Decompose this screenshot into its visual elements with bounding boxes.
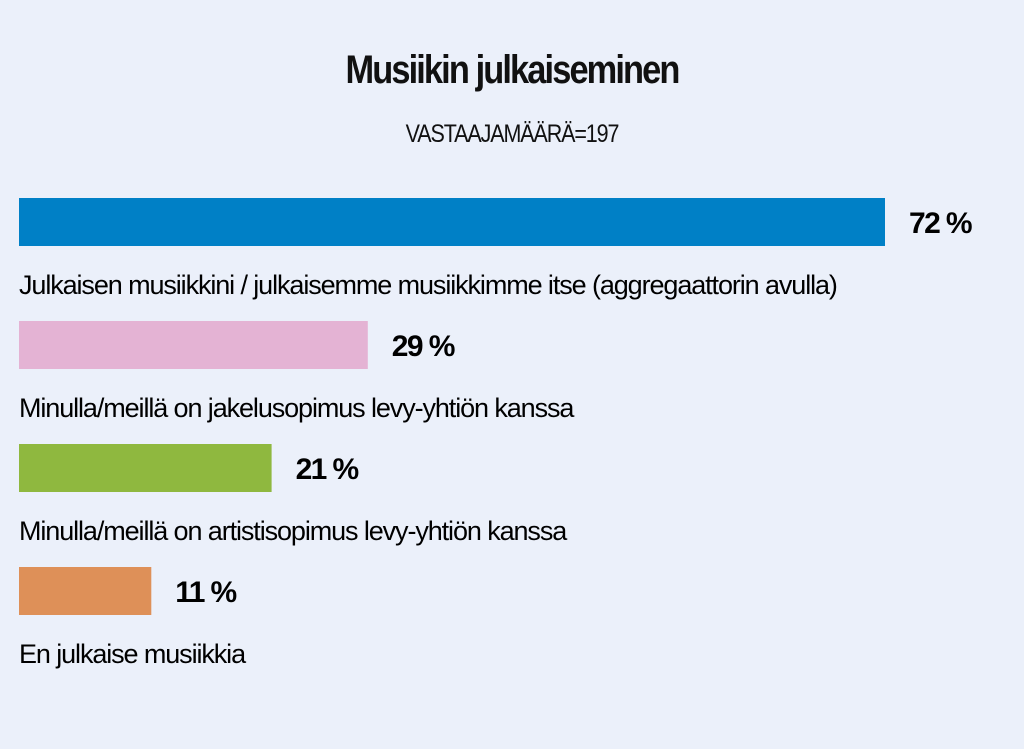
chart-subtitle: VASTAAJAMÄÄRÄ=197 xyxy=(405,120,620,148)
bar-4 xyxy=(19,567,152,615)
category-label-4: En julkaise musiikkia xyxy=(19,639,247,669)
bar-3 xyxy=(19,444,272,492)
chart-title: Musiikin julkaiseminen xyxy=(345,48,680,92)
value-label-3: 21 % xyxy=(296,453,359,486)
bar-2 xyxy=(19,321,368,369)
category-label-2: Minulla/meillä on jakelusopimus levy-yht… xyxy=(19,393,575,423)
value-label-2: 29 % xyxy=(392,330,455,363)
value-label-4: 11 % xyxy=(175,576,236,609)
value-label-1: 72 % xyxy=(909,207,972,240)
bar-1 xyxy=(19,198,885,246)
category-label-1: Julkaisen musiikkini / julkaisemme musii… xyxy=(19,270,837,300)
category-label-3: Minulla/meillä on artistisopimus levy-yh… xyxy=(19,516,568,546)
